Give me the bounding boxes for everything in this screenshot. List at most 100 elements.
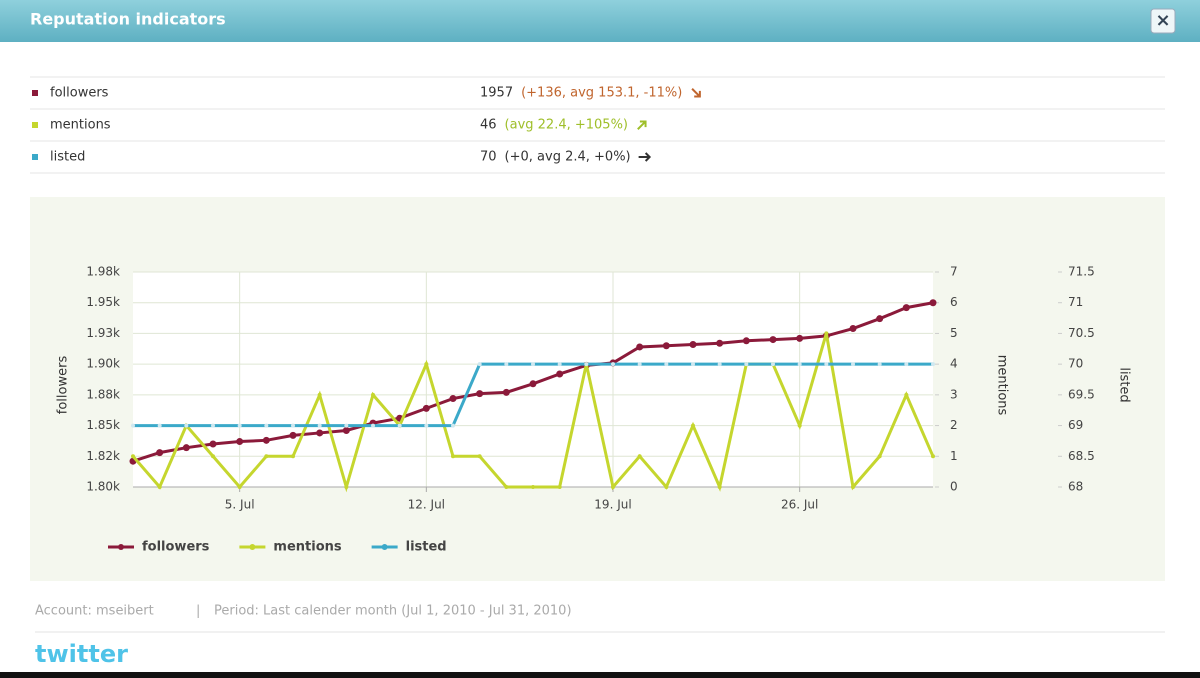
series-point <box>931 362 935 367</box>
row-value: 46 <box>480 118 497 133</box>
series-point <box>291 454 295 459</box>
series-point <box>744 362 749 367</box>
row-value: 70 <box>480 150 497 165</box>
series-point <box>504 485 509 489</box>
series-point <box>157 485 162 489</box>
series-point <box>742 337 750 345</box>
series-point <box>476 390 484 398</box>
y2-tick-label: 3 <box>950 387 958 401</box>
series-point <box>184 423 189 428</box>
y-tick-label: 1.95k <box>86 295 120 309</box>
series-point <box>904 362 909 367</box>
series-point <box>557 485 562 489</box>
series-point <box>611 362 615 367</box>
series-point <box>931 454 935 459</box>
header-title: Reputation indicators <box>30 10 226 29</box>
series-point <box>851 485 855 489</box>
series-point <box>691 423 695 428</box>
series-point <box>371 392 375 397</box>
x-tick-label: 19. Jul <box>594 498 631 512</box>
series-point <box>717 485 722 489</box>
series-point <box>691 362 695 367</box>
legend-marker <box>118 544 124 550</box>
y-tick-label: 1.98k <box>86 265 120 279</box>
close-icon[interactable]: × <box>1155 10 1170 31</box>
series-point <box>797 423 802 428</box>
row-name: followers <box>50 86 109 101</box>
row-name: listed <box>50 150 85 165</box>
series-point <box>851 362 855 367</box>
series-point <box>531 485 535 489</box>
row-detail: (+0, avg 2.4, +0%) <box>505 150 631 165</box>
y-tick-label: 1.80k <box>86 480 120 494</box>
legend-label: listed <box>406 540 447 555</box>
series-point <box>502 388 510 396</box>
series-point <box>716 339 724 347</box>
series-point <box>662 342 670 350</box>
y-tick-label: 1.90k <box>86 357 120 371</box>
series-point <box>929 299 937 307</box>
series-point <box>557 362 562 367</box>
series-point <box>504 362 509 367</box>
y-tick-label: 1.93k <box>86 326 120 340</box>
series-point <box>131 454 135 459</box>
row-swatch <box>32 154 38 160</box>
y3-tick-label: 70.5 <box>1068 326 1095 340</box>
series-point <box>451 454 455 459</box>
y2-tick-label: 0 <box>950 480 958 494</box>
series-point <box>289 431 297 439</box>
close-button[interactable] <box>1150 8 1176 34</box>
series-point <box>209 440 217 448</box>
series-point <box>849 325 857 333</box>
y3-axis-title: listed <box>1117 367 1132 402</box>
series-point <box>237 423 242 428</box>
series-point <box>291 423 295 428</box>
series-point <box>131 423 135 428</box>
y3-tick-label: 71.5 <box>1068 265 1095 279</box>
footer-separator: | <box>196 604 200 619</box>
x-tick-label: 5. Jul <box>225 498 255 512</box>
row-swatch <box>32 90 38 96</box>
series-point <box>877 362 882 367</box>
series-point <box>424 423 429 428</box>
series-point <box>876 315 884 323</box>
y2-tick-label: 7 <box>950 265 958 279</box>
series-point <box>824 331 829 336</box>
y2-tick-label: 1 <box>950 449 958 463</box>
row-detail: (+136, avg 153.1, -11%) <box>521 86 682 101</box>
row-detail: (avg 22.4, +105%) <box>505 118 628 133</box>
series-point <box>877 454 882 459</box>
series-point <box>451 423 455 428</box>
series-point <box>422 404 430 412</box>
series-point <box>397 423 402 428</box>
series-point <box>342 426 350 434</box>
y2-tick-label: 6 <box>950 295 958 309</box>
trend-arrow <box>637 120 647 130</box>
series-point <box>317 423 322 428</box>
series-point <box>317 392 322 397</box>
series-point <box>344 485 349 489</box>
series-point <box>156 449 164 457</box>
legend-marker <box>249 544 256 550</box>
series-point <box>157 423 162 428</box>
series-point <box>637 362 642 367</box>
series-point <box>182 444 190 452</box>
series-point <box>236 438 244 446</box>
legend-marker <box>381 544 388 550</box>
series-point <box>636 343 644 351</box>
series-point <box>796 334 804 342</box>
y-axis-title: followers <box>56 356 71 415</box>
series-point <box>531 362 535 367</box>
series-point <box>237 485 242 489</box>
series-point <box>477 454 482 459</box>
series-point <box>262 436 270 444</box>
trend-arrow <box>638 152 652 162</box>
row-swatch <box>32 122 38 128</box>
series-point <box>664 485 669 489</box>
y-tick-label: 1.88k <box>86 387 120 401</box>
y2-axis-title: mentions <box>995 355 1010 416</box>
series-point <box>477 362 482 367</box>
y3-tick-label: 69 <box>1068 418 1083 432</box>
